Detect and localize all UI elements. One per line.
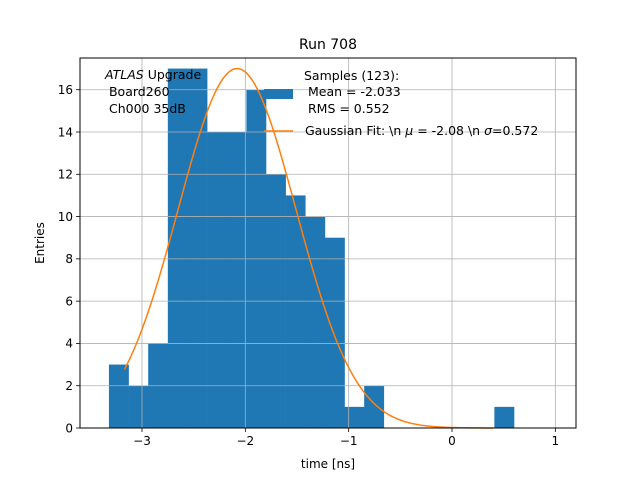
legend-samples-line-3: RMS = 0.552 [304, 101, 390, 116]
legend: Samples (123): Mean = -2.033 RMS = 0.552… [264, 68, 538, 138]
histogram-bar-11 [324, 237, 345, 428]
annotation-line-1: ATLAS Upgrade [104, 67, 201, 82]
y-tick-label-0: 0 [65, 421, 73, 435]
y-tick-label-3: 6 [65, 294, 73, 308]
histogram-bar-1 [128, 385, 149, 428]
legend-samples-line-1: Samples (123): [304, 68, 399, 83]
legend-fit-post: =0.572 [492, 123, 538, 138]
y-tick-label-8: 16 [58, 83, 73, 97]
y-axis-label: Entries [33, 222, 47, 264]
histogram-bar-9 [285, 195, 306, 428]
annotation-line-3: Ch000 35dB [105, 101, 186, 116]
histogram-bar-14 [494, 406, 515, 428]
histogram-bar-4 [187, 68, 208, 428]
legend-fit-mid: = -2.08 \n [413, 123, 484, 138]
histogram-bar-13 [364, 385, 385, 428]
histogram-bar-0 [108, 364, 129, 428]
x-tick-label-2: −1 [340, 434, 358, 448]
x-tick-label-0: −3 [133, 434, 151, 448]
y-tick-label-1: 2 [65, 379, 73, 393]
plot-frame [79, 57, 577, 429]
y-tick-label-4: 8 [65, 252, 73, 266]
x-tick-label-4: 1 [552, 434, 560, 448]
annotation-upgrade: Upgrade [144, 67, 202, 82]
histogram-bar-5 [207, 132, 228, 428]
y-tick-label-5: 10 [58, 210, 73, 224]
x-axis-ticks: −3 −2 −1 0 1 [133, 428, 559, 448]
y-tick-label-2: 4 [65, 337, 73, 351]
legend-patch-samples [264, 89, 293, 99]
histogram-bar-3 [167, 68, 188, 428]
y-tick-label-6: 12 [58, 168, 73, 182]
legend-fit-sigma: σ [484, 123, 493, 138]
y-tick-label-7: 14 [58, 125, 73, 139]
x-tick-label-3: 0 [448, 434, 456, 448]
histogram-bar-10 [305, 216, 326, 428]
legend-fit-pre: Gaussian Fit: \n [305, 123, 405, 138]
annotation-atlas: ATLAS [104, 67, 144, 82]
chart-title: Run 708 [299, 37, 357, 53]
atlas-annotation: ATLAS Upgrade Board260 Ch000 35dB [104, 67, 201, 116]
legend-samples-line-2: Mean = -2.033 [304, 84, 401, 99]
y-axis-ticks: 0 2 4 6 8 10 12 14 16 [58, 83, 80, 435]
annotation-line-2: Board260 [105, 84, 170, 99]
x-axis-label: time [ns] [301, 457, 355, 471]
histogram-bar-6 [226, 132, 247, 428]
legend-fit-label: Gaussian Fit: \n μ = -2.08 \n σ=0.572 [305, 123, 538, 138]
x-tick-label-1: −2 [236, 434, 254, 448]
legend-fit-mu: μ [404, 123, 413, 138]
gaussian-fit-line [123, 67, 494, 429]
histogram-bar-12 [344, 406, 365, 428]
